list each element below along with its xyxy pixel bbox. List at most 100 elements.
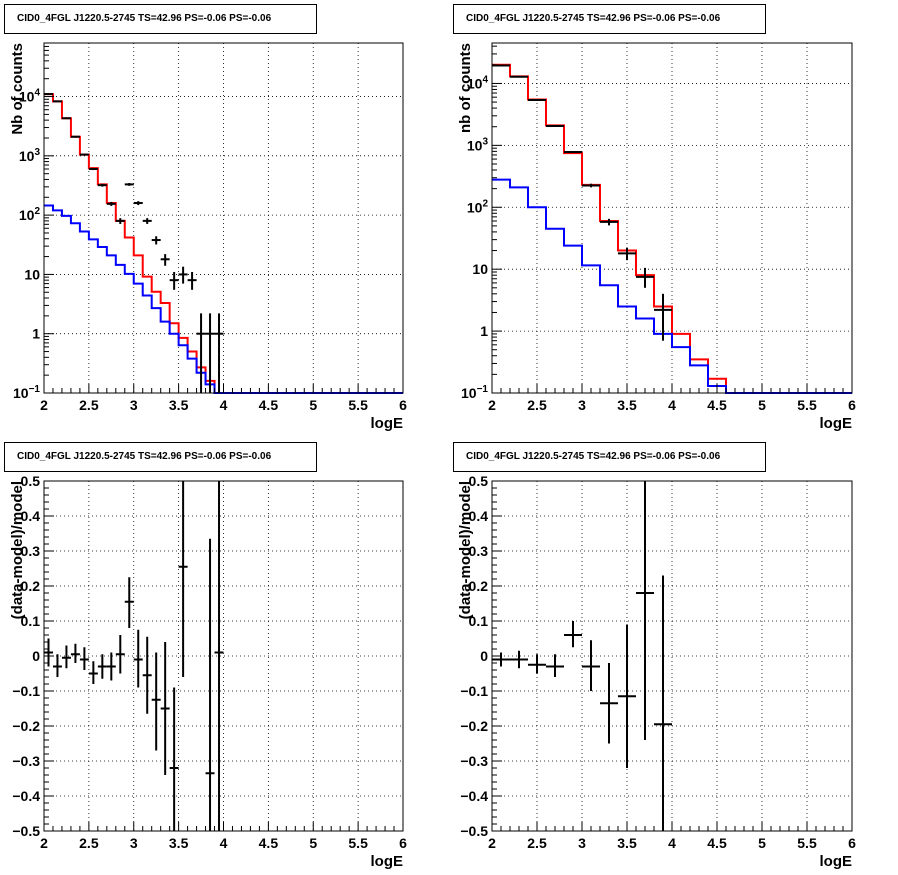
data-point: [52, 654, 62, 677]
y-tick-label: −0.3: [12, 753, 40, 769]
x-tick-label: 3.5: [169, 397, 189, 413]
data-point: [528, 654, 546, 674]
data-point: [160, 642, 170, 775]
data-point: [564, 621, 582, 648]
x-tick-label: 3.5: [617, 835, 637, 851]
x-tick-label: 5: [758, 835, 766, 851]
x-axis-label: logE: [820, 415, 853, 432]
data-point: [70, 135, 80, 138]
y-tick-label: −0.1: [12, 683, 40, 699]
x-tick-label: 5.5: [797, 397, 817, 413]
data-point: [582, 183, 600, 188]
x-tick-label: 2.5: [79, 397, 99, 413]
data-point: [636, 481, 654, 740]
data-point: [636, 267, 654, 288]
data-point: [600, 218, 618, 226]
y-tick-label: 10−1: [13, 384, 40, 401]
data-point: [205, 538, 215, 831]
y-tick-label: 1: [480, 323, 488, 339]
x-axis-label: logE: [820, 853, 853, 870]
data-point: [151, 236, 161, 245]
y-tick-label: 0.5: [21, 473, 41, 489]
y-tick-label: 10−1: [461, 384, 488, 401]
x-tick-label: 4: [220, 397, 228, 413]
data-point: [196, 313, 206, 393]
x-tick-label: 5: [309, 397, 317, 413]
data-point: [618, 247, 636, 261]
data-point: [97, 183, 107, 187]
y-tick-label: −0.2: [460, 718, 488, 734]
y-tick-label: −0.4: [460, 788, 488, 804]
x-tick-label: 6: [399, 835, 407, 851]
x-tick-label: 3.5: [169, 835, 189, 851]
y-tick-label: 0: [32, 648, 40, 664]
y-tick-label: 0.1: [469, 613, 489, 629]
data-point: [79, 647, 89, 670]
data-point: [133, 629, 143, 688]
y-tick-label: 0.2: [469, 578, 489, 594]
data-point: [582, 640, 600, 691]
data-point: [510, 75, 528, 78]
data-point: [88, 661, 98, 684]
panel-3: 2 2.5 3 3.5 4 4.5 5 5.5 6 −0.5 −0.4 −0.3 −0.2 −0.1 0 0.…: [457, 473, 856, 870]
panel-title-top-left: CID0_4FGL J1220.5-2745 TS=42.96 PS=-0.06…: [4, 4, 317, 34]
x-tick-label: 4: [668, 835, 676, 851]
y-tick-label: 0.1: [21, 613, 41, 629]
y-tick-label: 10: [472, 261, 488, 277]
y-tick-label: 0.2: [21, 578, 41, 594]
y-tick-label: 102: [19, 206, 41, 223]
x-tick-label: 6: [399, 397, 407, 413]
x-tick-label: 3: [130, 397, 138, 413]
data-point: [61, 645, 71, 669]
x-tick-label: 2: [488, 835, 496, 851]
data-point: [124, 183, 134, 186]
panel-1: 2 2.5 3 3.5 4 4.5 5 5.5 6 10−1 1 10 102 103 104 logE nb …: [457, 42, 856, 432]
data-point: [178, 481, 188, 677]
y-tick-label: 104: [467, 74, 489, 91]
x-tick-label: 3: [578, 397, 586, 413]
y-tick-label: 0.5: [469, 473, 489, 489]
y-tick-label: 102: [467, 198, 489, 215]
data-point: [97, 654, 107, 679]
data-point: [510, 650, 528, 669]
x-tick-label: 2: [40, 397, 48, 413]
y-axis-label: (data-model)/model: [9, 481, 26, 619]
y-tick-label: 0.3: [21, 543, 41, 559]
data-point: [61, 117, 71, 120]
y-tick-label: 103: [467, 136, 489, 153]
y-tick-label: 0: [480, 648, 488, 664]
data-point: [187, 271, 197, 290]
data-point: [142, 636, 152, 714]
data-point: [88, 167, 98, 171]
x-tick-label: 2.5: [79, 835, 99, 851]
data-point: [214, 481, 224, 831]
data-point: [133, 201, 143, 206]
data-point: [106, 201, 116, 206]
x-tick-label: 4: [220, 835, 228, 851]
panel-0: 2 2.5 3 3.5 4 4.5 5 5.5 6 10−1 1 10 102 103 104 logE Nb …: [9, 42, 407, 432]
panel-title-top-right: CID0_4FGL J1220.5-2745 TS=42.96 PS=-0.06…: [453, 4, 766, 34]
x-tick-label: 5.5: [348, 835, 368, 851]
data-point: [178, 266, 188, 284]
data-point: [169, 271, 179, 290]
panel-title-bottom-right: CID0_4FGL J1220.5-2745 TS=42.96 PS=-0.06…: [453, 442, 766, 472]
y-tick-label: 0.3: [469, 543, 489, 559]
data-point: [528, 99, 546, 102]
x-tick-label: 4.5: [707, 835, 727, 851]
x-tick-label: 5: [758, 397, 766, 413]
x-tick-label: 5.5: [348, 397, 368, 413]
data-point: [151, 652, 161, 751]
data-point: [44, 93, 53, 96]
y-tick-label: −0.2: [12, 718, 40, 734]
x-axis-label: logE: [371, 853, 404, 870]
x-tick-label: 3.5: [617, 397, 637, 413]
data-point: [115, 218, 125, 224]
y-axis-label: (data-model)/model: [457, 481, 474, 619]
data-point: [115, 635, 125, 674]
x-tick-label: 4.5: [259, 835, 279, 851]
x-tick-label: 5: [309, 835, 317, 851]
x-tick-label: 2.5: [527, 835, 547, 851]
data-point: [654, 575, 672, 831]
x-tick-label: 2.5: [527, 397, 547, 413]
